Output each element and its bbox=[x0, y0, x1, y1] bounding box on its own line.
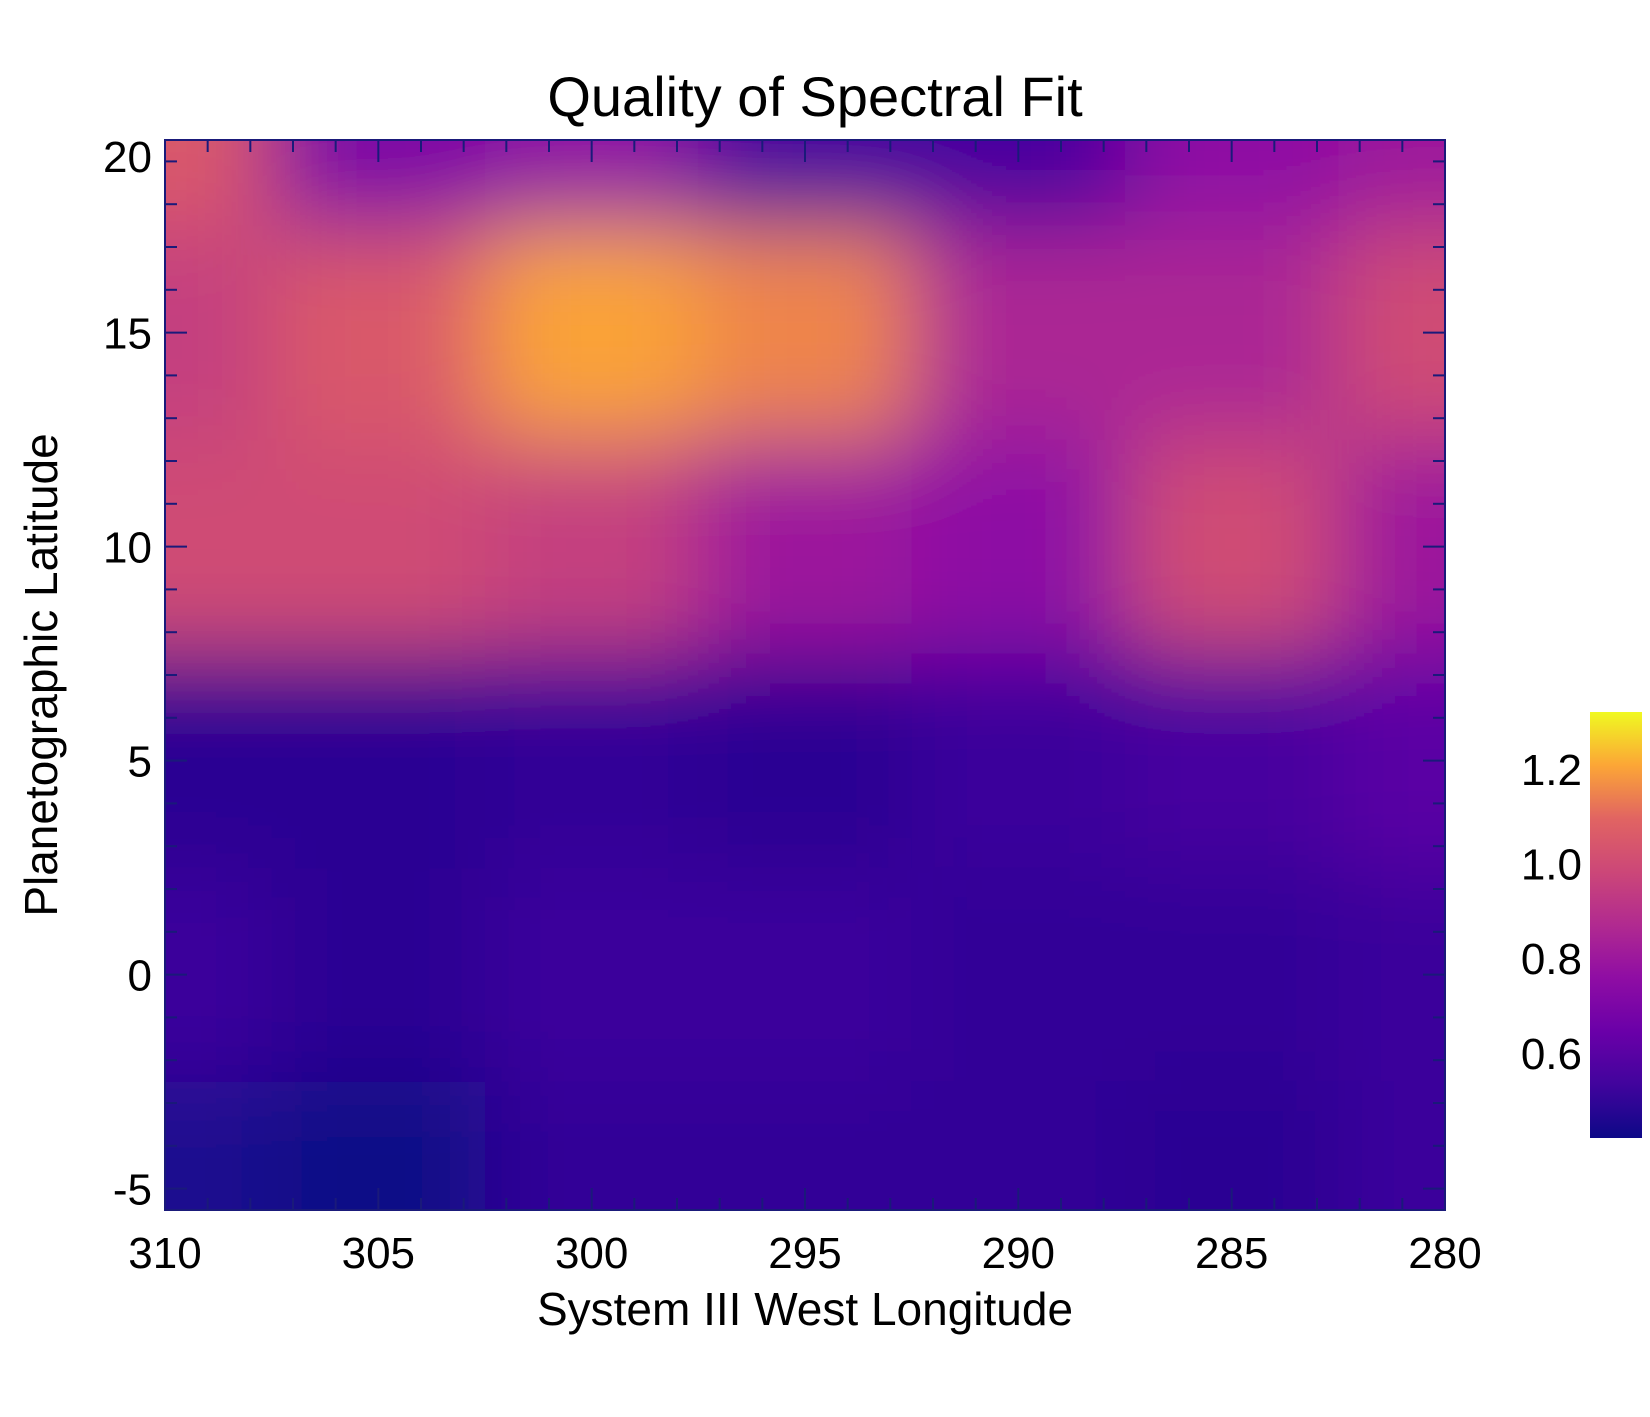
heatmap-cell bbox=[698, 439, 912, 654]
heatmap-cell bbox=[485, 867, 699, 1082]
heatmap-cell bbox=[911, 867, 1125, 1082]
colorbar-tick-label: 1.2 bbox=[1521, 746, 1582, 795]
heatmap-cell bbox=[1125, 225, 1339, 440]
heatmap-cell bbox=[485, 439, 699, 654]
y-tick-label: 0 bbox=[128, 952, 152, 1001]
y-axis-label: Planetographic Latitude bbox=[15, 433, 67, 916]
heatmap-cell bbox=[698, 225, 912, 440]
axis-ticks bbox=[164, 140, 1446, 1210]
x-axis-label: System III West Longitude bbox=[537, 1283, 1073, 1335]
x-tick-label: 295 bbox=[768, 1229, 841, 1278]
chart-title: Quality of Spectral Fit bbox=[547, 65, 1083, 128]
heatmap-cell bbox=[271, 140, 485, 226]
heatmap-cell bbox=[485, 653, 699, 868]
heatmap-cell bbox=[1125, 867, 1339, 1082]
heatmap-cell bbox=[1338, 140, 1445, 226]
heatmap-cell bbox=[485, 225, 699, 440]
heatmap-cell bbox=[271, 439, 485, 654]
heatmap-cell bbox=[165, 140, 272, 226]
heatmap-cell bbox=[271, 867, 485, 1082]
heatmap-cell bbox=[1125, 439, 1339, 654]
heatmap-cell bbox=[1338, 225, 1445, 440]
x-tick-label: 305 bbox=[342, 1229, 415, 1278]
y-tick-label: 15 bbox=[103, 310, 152, 359]
colorbar-tick-labels: 0.6 0.8 1.0 1.2 bbox=[1521, 746, 1582, 1079]
heatmap-cell bbox=[911, 225, 1125, 440]
heatmap-cell bbox=[1125, 140, 1339, 226]
heatmap-cell bbox=[271, 225, 485, 440]
x-tick-label: 280 bbox=[1408, 1229, 1481, 1278]
colorbar bbox=[1590, 712, 1642, 1138]
colorbar-tick-label: 1.0 bbox=[1521, 840, 1582, 889]
y-tick-label: 10 bbox=[103, 524, 152, 573]
heatmap-cell bbox=[698, 653, 912, 868]
x-tick-label: 290 bbox=[982, 1229, 1055, 1278]
y-tick-label: 20 bbox=[103, 133, 152, 182]
heatmap-cell bbox=[911, 653, 1125, 868]
x-tick-label: 285 bbox=[1195, 1229, 1268, 1278]
colorbar-tick-label: 0.8 bbox=[1521, 935, 1582, 984]
x-axis-tick-labels: 310 305 300 295 290 285 280 bbox=[128, 1229, 1481, 1278]
heatmap-cell bbox=[1338, 439, 1445, 654]
heatmap-cell bbox=[698, 867, 912, 1082]
x-tick-label: 310 bbox=[128, 1229, 201, 1278]
y-tick-label: 5 bbox=[128, 738, 152, 787]
x-tick-label: 300 bbox=[555, 1229, 628, 1278]
y-tick-label: -5 bbox=[113, 1166, 152, 1215]
heatmap-cell bbox=[271, 653, 485, 868]
heatmap-cell bbox=[911, 439, 1125, 654]
heatmap-cell bbox=[1125, 653, 1339, 868]
y-axis-tick-labels: -5 0 5 10 15 20 bbox=[103, 133, 152, 1215]
colorbar-tick-label: 0.6 bbox=[1521, 1030, 1582, 1079]
